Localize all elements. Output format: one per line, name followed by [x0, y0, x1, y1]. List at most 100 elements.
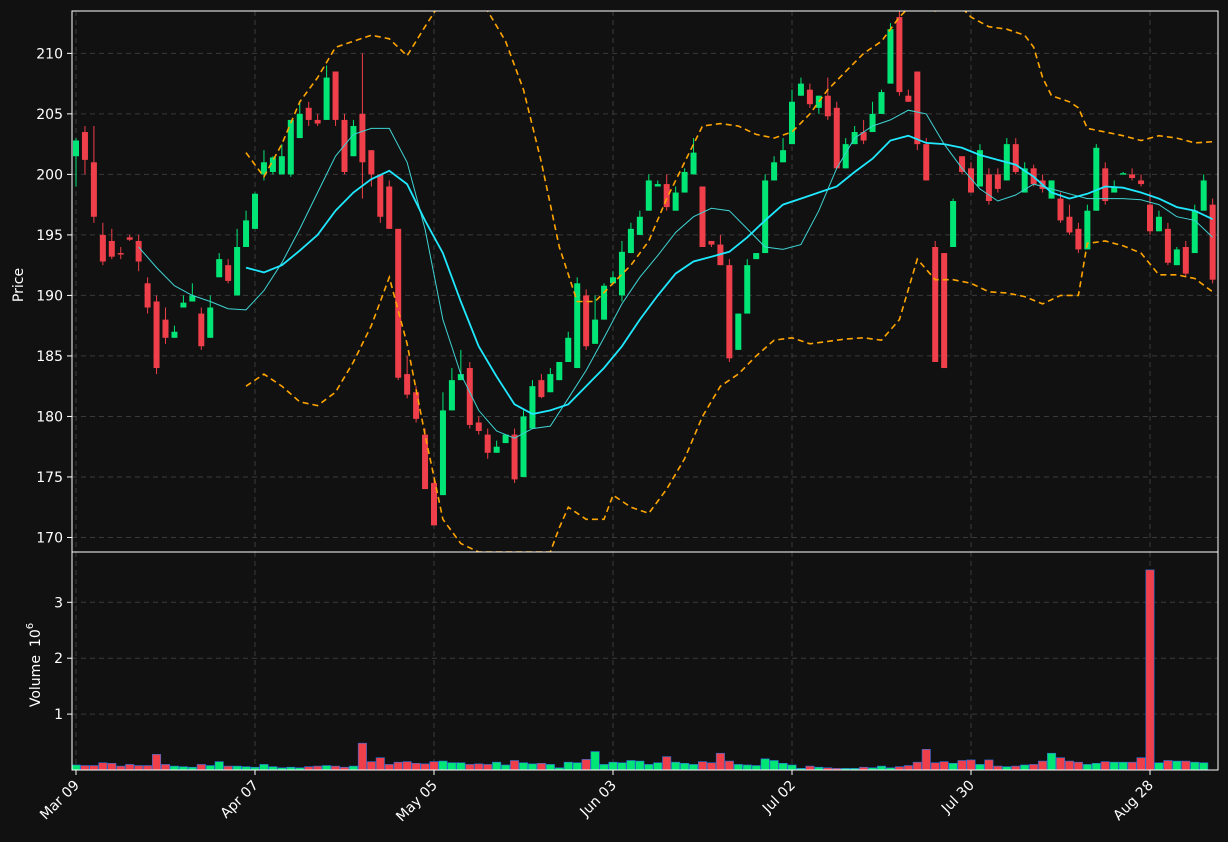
candle-body [395, 228, 402, 378]
volume-bar [161, 764, 171, 770]
bollinger-lower-line [245, 240, 1214, 552]
price-tick-label: 180 [36, 409, 63, 425]
candle-body [377, 174, 384, 217]
candle-body [547, 374, 554, 393]
candle-body [1209, 204, 1216, 280]
candle-body [1164, 228, 1171, 263]
candle-body [645, 180, 652, 211]
volume-bar [939, 761, 949, 770]
volume-bar [1100, 761, 1110, 770]
candle-body [189, 295, 196, 302]
candle-body [663, 184, 670, 208]
candle-body [627, 228, 634, 254]
candle-body [252, 193, 258, 229]
candle-body [216, 259, 223, 278]
volume-bar [357, 742, 367, 770]
volume-bar [921, 749, 931, 770]
candle-body [1084, 210, 1091, 250]
volume-bar [205, 765, 215, 770]
candle-body [797, 83, 804, 96]
volume-bar [1082, 764, 1092, 770]
candle-body [431, 483, 437, 526]
volume-bar [1002, 766, 1012, 770]
volume-bar [1163, 760, 1173, 770]
candle-body [180, 302, 187, 308]
volume-bar [510, 760, 520, 770]
candle-body [260, 162, 267, 175]
volume-tick-label: 2 [54, 651, 63, 667]
volume-bar [331, 765, 341, 770]
volume-bar [250, 766, 260, 770]
volume-bar [1154, 762, 1164, 770]
volume-bar [760, 758, 770, 770]
volume-bar [1073, 761, 1083, 770]
volume-bar [1047, 752, 1057, 770]
volume-bar [125, 764, 135, 770]
candle-body [1191, 210, 1198, 254]
candle-body [278, 156, 285, 175]
candle-body [699, 186, 706, 248]
volume-bar [438, 760, 448, 770]
price-tick-label: 190 [36, 288, 63, 304]
candle-body [869, 113, 876, 133]
volume-bar [903, 765, 913, 770]
candle-body [287, 119, 294, 175]
volume-bar [644, 764, 654, 770]
candle-body [404, 374, 411, 395]
candle-body [448, 380, 455, 411]
volume-bar [116, 765, 126, 770]
candle-body [466, 368, 473, 425]
candle-body [502, 434, 509, 444]
volume-bar [483, 764, 493, 770]
volume-bar [689, 764, 699, 770]
volume-bar [313, 765, 323, 770]
volume-bar [447, 762, 457, 770]
candle-body [771, 162, 778, 181]
candle-body [422, 434, 429, 490]
price-tick-label: 170 [36, 530, 63, 546]
volume-bar [456, 762, 466, 770]
volume-bar [429, 761, 439, 770]
candle-body [1120, 173, 1127, 175]
volume-bar [366, 761, 376, 770]
candle-body [386, 186, 393, 229]
candle-body [610, 277, 616, 284]
candle-body [368, 150, 375, 175]
volume-axis-label-text: Volume [28, 655, 44, 707]
candle-body [153, 301, 160, 369]
volume-bar [402, 761, 412, 770]
volume-bars-group [72, 569, 1209, 770]
volume-bar [72, 764, 81, 770]
volume-bar [411, 762, 421, 770]
candle-body [225, 265, 232, 281]
candle-body [878, 92, 885, 114]
volume-bar [617, 762, 627, 770]
candle-body [439, 410, 446, 496]
volume-bar [787, 764, 797, 770]
volume-bar [107, 762, 117, 770]
volume-bar [1038, 760, 1048, 770]
candle-body [806, 89, 813, 105]
candle-body [1057, 198, 1064, 221]
price-tick-label: 210 [36, 46, 63, 62]
volume-bar [876, 765, 886, 770]
volume-bar [134, 765, 144, 770]
volume-bar [993, 765, 1003, 770]
candle-body [708, 240, 715, 245]
price-tick-label: 185 [36, 349, 63, 365]
volume-bar [196, 764, 206, 770]
candle-body [753, 253, 760, 260]
volume-panel: 1 2 3 [54, 551, 1219, 771]
volume-bar [590, 751, 600, 770]
volume-bar [348, 765, 358, 770]
candle-body [1155, 216, 1162, 232]
candle-body [672, 192, 679, 211]
volume-bar [975, 764, 985, 770]
volume-bar [697, 761, 707, 770]
candle-body [932, 247, 939, 362]
volume-bar [1127, 761, 1137, 770]
candle-body [538, 380, 545, 398]
volume-bar [635, 760, 645, 770]
